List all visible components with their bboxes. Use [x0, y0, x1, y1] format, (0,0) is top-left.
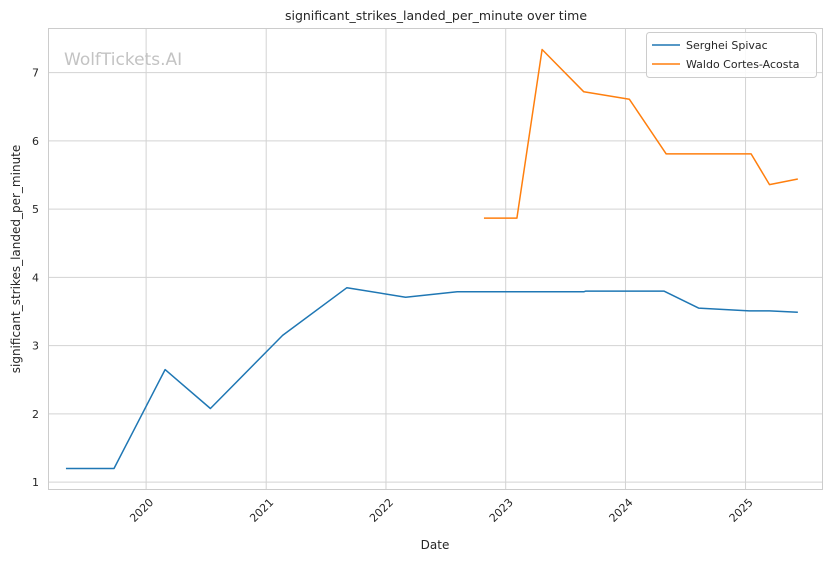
- y-tick-label: 5: [32, 203, 39, 216]
- chart-title: significant_strikes_landed_per_minute ov…: [285, 8, 587, 23]
- y-tick-label: 1: [32, 476, 39, 489]
- y-tick-label: 3: [32, 340, 39, 353]
- legend: Serghei Spivac Waldo Cortes-Acosta: [647, 33, 817, 78]
- y-tick-label: 7: [32, 67, 39, 80]
- y-tick-label: 2: [32, 408, 39, 421]
- watermark: WolfTickets.AI: [64, 50, 182, 70]
- y-tick-label: 4: [32, 271, 39, 284]
- x-axis-label: Date: [421, 538, 450, 552]
- y-tick-label: 6: [32, 135, 39, 148]
- y-axis-label: significant_strikes_landed_per_minute: [9, 145, 23, 374]
- legend-label: Serghei Spivac: [686, 39, 768, 52]
- legend-label: Waldo Cortes-Acosta: [686, 58, 800, 71]
